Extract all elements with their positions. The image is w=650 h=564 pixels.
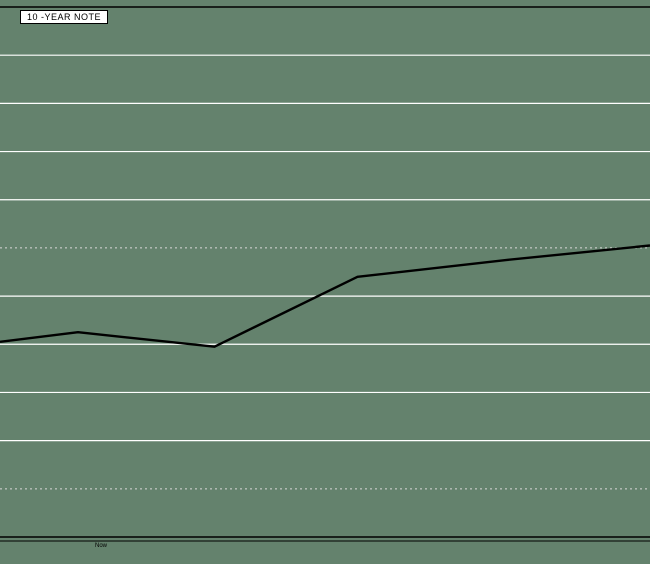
x-axis-label: Now [95, 543, 107, 549]
legend-label: 10 -YEAR NOTE [27, 12, 101, 22]
line-chart: 10 -YEAR NOTE Now [0, 0, 650, 564]
chart-legend: 10 -YEAR NOTE [20, 10, 108, 24]
chart-canvas [0, 0, 650, 564]
